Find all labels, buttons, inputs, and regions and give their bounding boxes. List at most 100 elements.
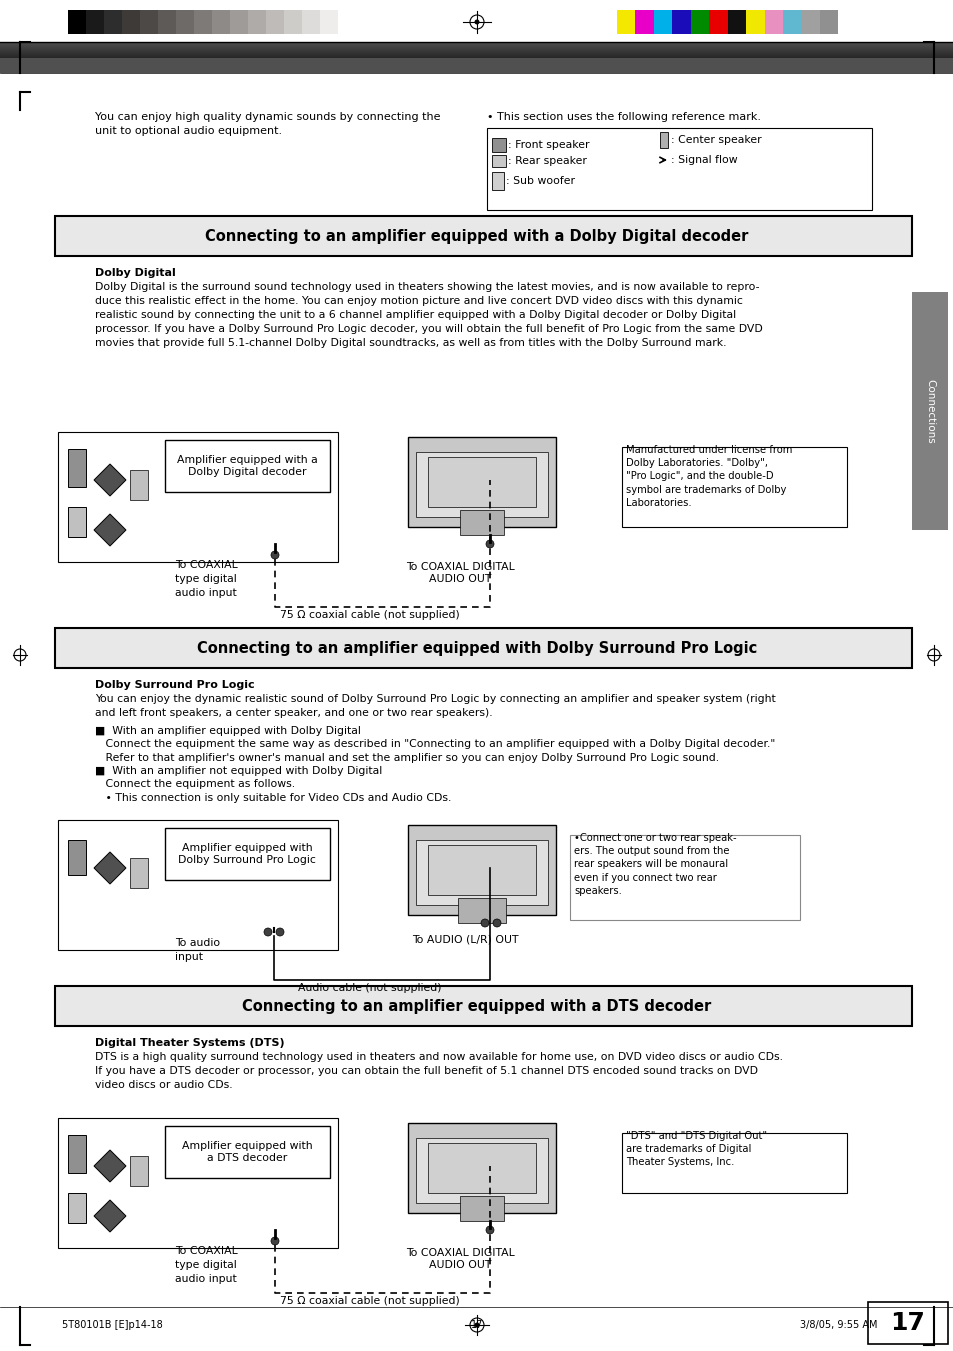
Bar: [659, 132, 667, 149]
Bar: [104, 9, 122, 34]
Circle shape: [264, 928, 272, 936]
Text: "DTS" and "DTS Digital Out"
are trademarks of Digital
Theater Systems, Inc.: "DTS" and "DTS Digital Out" are trademar…: [625, 1131, 766, 1167]
Text: To COAXIAL DIGITAL
AUDIO OUT: To COAXIAL DIGITAL AUDIO OUT: [405, 562, 514, 584]
Text: To COAXIAL
type digital
audio input: To COAXIAL type digital audio input: [174, 561, 237, 598]
Text: Connecting to an amplifier equipped with Dolby Surround Pro Logic: Connecting to an amplifier equipped with…: [196, 640, 757, 655]
Bar: [672, 9, 690, 34]
Bar: [428, 1143, 536, 1193]
Bar: [459, 1196, 503, 1221]
Circle shape: [271, 1238, 278, 1246]
Bar: [130, 470, 148, 500]
Bar: [708, 9, 727, 34]
Bar: [408, 1123, 556, 1213]
Bar: [130, 858, 148, 888]
Polygon shape: [94, 1200, 126, 1232]
Text: •Connect one or two rear speak-
ers. The output sound from the
rear speakers wil: •Connect one or two rear speak- ers. The…: [574, 834, 736, 896]
Bar: [55, 628, 911, 667]
Text: To COAXIAL
type digital
audio input: To COAXIAL type digital audio input: [174, 1246, 237, 1283]
Text: : Rear speaker: : Rear speaker: [507, 155, 586, 166]
Text: To audio
input: To audio input: [174, 938, 220, 962]
Circle shape: [474, 19, 479, 24]
Bar: [68, 1193, 86, 1223]
Bar: [492, 172, 503, 190]
Polygon shape: [94, 1150, 126, 1182]
Text: Connecting to an amplifier equipped with a Dolby Digital decoder: Connecting to an amplifier equipped with…: [205, 228, 748, 243]
Bar: [165, 440, 330, 492]
Circle shape: [271, 551, 278, 559]
Text: 5T80101B [E]p14-18: 5T80101B [E]p14-18: [62, 1320, 163, 1329]
Bar: [428, 844, 536, 894]
Text: 3/8/05, 9:55 AM: 3/8/05, 9:55 AM: [800, 1320, 877, 1329]
Bar: [212, 9, 230, 34]
Bar: [58, 432, 337, 562]
Bar: [621, 1133, 846, 1193]
Text: : Sub woofer: : Sub woofer: [505, 176, 575, 186]
Bar: [820, 9, 837, 34]
Text: : Signal flow: : Signal flow: [670, 155, 737, 165]
Bar: [416, 1138, 547, 1202]
Bar: [68, 1135, 86, 1173]
Bar: [55, 216, 911, 255]
Circle shape: [493, 919, 500, 927]
Bar: [68, 449, 86, 486]
Bar: [428, 457, 536, 507]
Bar: [457, 898, 505, 923]
Text: Dolby Digital is the surround sound technology used in theaters showing the late: Dolby Digital is the surround sound tech…: [95, 282, 762, 349]
Text: Connect the equipment as follows.
   • This connection is only suitable for Vide: Connect the equipment as follows. • This…: [95, 780, 451, 802]
Text: 17: 17: [471, 1320, 482, 1329]
Bar: [745, 9, 764, 34]
Circle shape: [480, 919, 489, 927]
Text: • This section uses the following reference mark.: • This section uses the following refere…: [486, 112, 760, 122]
Bar: [193, 9, 212, 34]
Text: You can enjoy the dynamic realistic sound of Dolby Surround Pro Logic by connect: You can enjoy the dynamic realistic soun…: [95, 694, 775, 717]
Bar: [727, 9, 745, 34]
Bar: [782, 9, 801, 34]
Bar: [165, 828, 330, 880]
Text: Connecting to an amplifier equipped with a DTS decoder: Connecting to an amplifier equipped with…: [242, 998, 711, 1013]
Text: 75 Ω coaxial cable (not supplied): 75 Ω coaxial cable (not supplied): [280, 611, 459, 620]
Text: To COAXIAL DIGITAL
AUDIO OUT: To COAXIAL DIGITAL AUDIO OUT: [405, 1248, 514, 1270]
Bar: [416, 840, 547, 905]
Text: Manufactured under license from
Dolby Laboratories. "Dolby",
"Pro Logic", and th: Manufactured under license from Dolby La…: [625, 444, 792, 508]
Text: Audio cable (not supplied): Audio cable (not supplied): [298, 984, 441, 993]
Text: DTS is a high quality surround technology used in theaters and now available for: DTS is a high quality surround technolog…: [95, 1052, 782, 1090]
Text: To AUDIO (L/R) OUT: To AUDIO (L/R) OUT: [412, 935, 517, 944]
Text: Connect the equipment the same way as described in "Connecting to an amplifier e: Connect the equipment the same way as de…: [95, 739, 775, 763]
Bar: [68, 507, 86, 536]
Text: : Front speaker: : Front speaker: [507, 141, 589, 150]
Text: Dolby Surround Pro Logic: Dolby Surround Pro Logic: [95, 680, 254, 690]
Bar: [58, 820, 337, 950]
Circle shape: [474, 1323, 479, 1328]
Bar: [911, 292, 947, 530]
Bar: [635, 9, 653, 34]
Bar: [867, 1302, 947, 1344]
Text: 75 Ω coaxial cable (not supplied): 75 Ω coaxial cable (not supplied): [280, 1296, 459, 1306]
Bar: [55, 986, 911, 1025]
Text: : Center speaker: : Center speaker: [670, 135, 760, 145]
Circle shape: [275, 928, 284, 936]
Bar: [492, 155, 505, 168]
Bar: [569, 835, 800, 920]
Polygon shape: [94, 513, 126, 546]
Bar: [408, 436, 556, 527]
Bar: [68, 9, 86, 34]
Bar: [158, 9, 175, 34]
Bar: [175, 9, 193, 34]
Bar: [266, 9, 284, 34]
Bar: [653, 9, 672, 34]
Text: You can enjoy high quality dynamic sounds by connecting the
unit to optional aud: You can enjoy high quality dynamic sound…: [95, 112, 440, 136]
Circle shape: [485, 1225, 494, 1233]
Circle shape: [485, 540, 494, 549]
Bar: [617, 9, 635, 34]
Text: Amplifier equipped with
Dolby Surround Pro Logic: Amplifier equipped with Dolby Surround P…: [178, 843, 315, 865]
Text: 17: 17: [890, 1310, 924, 1335]
Bar: [230, 9, 248, 34]
Text: ■  With an amplifier not equipped with Dolby Digital: ■ With an amplifier not equipped with Do…: [95, 766, 382, 775]
Text: Amplifier equipped with a
Dolby Digital decoder: Amplifier equipped with a Dolby Digital …: [176, 455, 317, 477]
Bar: [492, 138, 505, 153]
Text: Dolby Digital: Dolby Digital: [95, 267, 175, 278]
Text: Digital Theater Systems (DTS): Digital Theater Systems (DTS): [95, 1038, 284, 1048]
Bar: [130, 1156, 148, 1186]
Bar: [122, 9, 140, 34]
Bar: [319, 9, 337, 34]
